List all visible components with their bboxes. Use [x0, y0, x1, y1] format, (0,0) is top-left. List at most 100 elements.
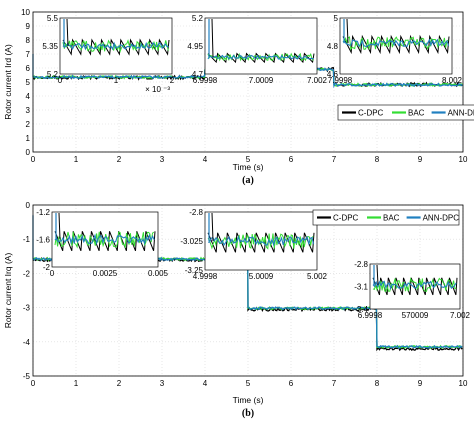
inset-y-tick-label: -3.025 [180, 237, 203, 246]
legend: C-DPC BAC ANN-DPC [312, 209, 460, 226]
inset-y-tick-label: 4.8 [327, 42, 339, 51]
inset-series-ann-dpc [62, 41, 169, 51]
y-tick-label: 10 [21, 8, 30, 17]
inset-y-tick-label: 5 [334, 14, 339, 23]
inset-y-tick-label: 4.6 [327, 70, 339, 79]
chart-panel-b: 0 1 2 3 4 5 6 7 8 9 10 0 -1 -2 -3 -4 -5 Time (s) Rotor cur… [3, 201, 471, 419]
x-axis-label: Time (s) [233, 162, 264, 172]
panel-label: (a) [242, 175, 254, 186]
legend-entry: BAC [383, 214, 400, 223]
x-tick-label: 6 [289, 379, 294, 388]
y-tick-label: 2 [26, 120, 31, 129]
inset-y-tick-label: -3.1 [354, 283, 368, 292]
inset-x-tick-label: 0 [58, 76, 63, 85]
legend-entry: C-DPC [333, 214, 359, 223]
inset-y-tick-label: 4.95 [187, 42, 203, 51]
inset-x-tick-label: 2 [170, 76, 175, 85]
x-tick-label: 0 [31, 155, 36, 164]
inset-plot: 5.5 5.35 5.20 1 2× 10 ⁻³ [42, 14, 174, 94]
y-tick-label: -3 [23, 304, 31, 313]
inset-x-tick-label: 7.9998 [328, 76, 353, 85]
legend-entry: C-DPC [358, 109, 384, 118]
inset-plot: -1.2 -1.6 -20 0.0025 0.005 [36, 208, 168, 278]
inset-x-scale-note: × 10 ⁻³ [145, 85, 170, 94]
y-tick-label: -5 [23, 372, 31, 381]
x-tick-label: 9 [418, 379, 423, 388]
inset-transient [211, 212, 214, 242]
legend-box [312, 209, 460, 226]
x-tick-label: 1 [74, 155, 79, 164]
inset-series-ann-dpc [54, 233, 155, 246]
inset-y-tick-label: 5.35 [42, 42, 58, 51]
inset-series-ann-dpc [342, 38, 450, 48]
x-tick-label: 7 [332, 155, 337, 164]
inset-series-ann-dpc [207, 54, 314, 60]
x-tick-label: 10 [459, 155, 468, 164]
inset-transient [376, 264, 379, 286]
inset-plot: -2.8 -3.1 -3.46.9998 570009 7.002 [354, 260, 470, 320]
inset-x-tick-label: 1 [114, 76, 119, 85]
y-tick-label: 4 [26, 92, 31, 101]
x-tick-label: 0 [31, 379, 36, 388]
inset-x-tick-label: 7.002 [307, 76, 328, 85]
inset-y-tick-label: -3.4 [354, 305, 368, 314]
y-tick-label: 1 [26, 134, 31, 143]
inset-x-tick-label: 8.002 [442, 76, 463, 85]
inset-y-tick-label: 5.2 [192, 14, 204, 23]
inset-series-ann-dpc [207, 235, 315, 247]
y-tick-label: 0 [26, 148, 31, 157]
x-tick-label: 8 [375, 379, 380, 388]
x-tick-label: 2 [117, 379, 122, 388]
x-tick-label: 1 [74, 379, 79, 388]
inset-plot: -2.8 -3.025 -3.254.9998 5.0009 5.002 [180, 208, 327, 281]
inset-y-tick-label: -1.2 [36, 208, 50, 217]
inset-x-tick-label: 570009 [402, 311, 429, 320]
plot-frame [32, 204, 464, 377]
inset-x-tick-label: 0.005 [148, 269, 169, 278]
inset-y-tick-label: -2.8 [189, 208, 203, 217]
x-tick-label: 4 [203, 155, 208, 164]
inset-series-bac [54, 231, 155, 249]
y-tick-label: 6 [26, 64, 31, 73]
plot-frame [32, 11, 464, 153]
inset-x-tick-label: 0.0025 [93, 269, 118, 278]
x-tick-label: 3 [160, 155, 165, 164]
y-axis-label: Rotor current Ird (A) [3, 44, 13, 120]
x-tick-label: 7 [332, 379, 337, 388]
inset-transient [211, 18, 214, 58]
inset-plot: 5 4.8 4.67.9998 8.002 [327, 14, 463, 85]
x-tick-label: 5 [246, 379, 251, 388]
inset-y-tick-label: 4.7 [192, 70, 204, 79]
inset-transient [58, 212, 61, 240]
y-tick-label: 5 [26, 78, 31, 87]
x-tick-label: 2 [117, 155, 122, 164]
inset-plot: 5.2 4.95 4.76.9998 7.0009 7.002 [187, 14, 327, 85]
x-tick-label: 3 [160, 379, 165, 388]
x-tick-label: 6 [289, 155, 294, 164]
inset-series-bac [62, 39, 169, 53]
y-tick-label: 8 [26, 36, 31, 45]
legend-entry: BAC [408, 109, 425, 118]
legend-entry: ANN-DPC [448, 109, 474, 118]
x-axis-label: Time (s) [233, 395, 264, 405]
inset-y-tick-label: -2 [43, 263, 51, 272]
inset-x-tick-label: 6.9998 [358, 311, 383, 320]
inset-x-tick-label: 7.002 [450, 311, 471, 320]
inset-y-tick-label: -3.25 [185, 266, 204, 275]
x-tick-label: 10 [459, 379, 468, 388]
y-axis-label: Rotor current Irq (A) [3, 253, 13, 329]
inset-x-tick-label: 5.002 [307, 272, 328, 281]
legend-entry: ANN-DPC [423, 214, 460, 223]
inset-x-tick-label: 7.0009 [249, 76, 274, 85]
x-tick-label: 8 [375, 155, 380, 164]
inset-y-tick-label: 5.2 [47, 70, 59, 79]
x-tick-label: 5 [246, 155, 251, 164]
x-tick-label: 9 [418, 155, 423, 164]
x-tick-label: 4 [203, 379, 208, 388]
y-tick-label: -2 [23, 269, 31, 278]
inset-x-tick-label: 4.9998 [193, 272, 218, 281]
inset-x-tick-label: 5.0009 [249, 272, 274, 281]
inset-transient [346, 18, 349, 44]
